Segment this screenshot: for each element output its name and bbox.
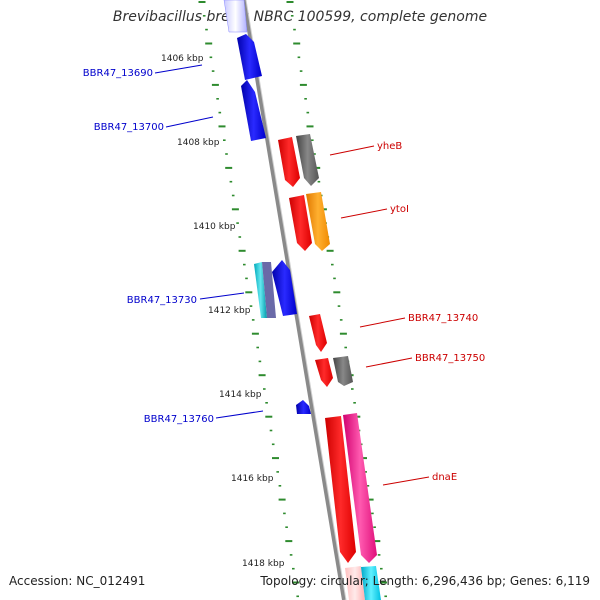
- scale-label: 1406 kbp: [161, 54, 204, 64]
- leader-line: [199, 292, 245, 300]
- gene-arrow[interactable]: [325, 416, 356, 563]
- leader-line: [382, 476, 430, 486]
- scale-ticks-left: [198, 1, 299, 598]
- leader-line: [165, 116, 214, 128]
- gene-label[interactable]: BBR47_13690: [83, 68, 153, 79]
- gene-arrow[interactable]: [296, 134, 319, 186]
- gene-arrow[interactable]: [296, 400, 311, 414]
- scale-label: 1410 kbp: [193, 222, 236, 232]
- leader-line: [215, 410, 264, 419]
- gene-arrow[interactable]: [345, 566, 365, 600]
- gene-arrow[interactable]: [343, 413, 377, 563]
- scale-label: 1412 kbp: [208, 306, 251, 316]
- gene-label[interactable]: BBR47_13730: [127, 295, 197, 306]
- gene-arrow[interactable]: [333, 356, 353, 386]
- gene-arrow[interactable]: [306, 192, 330, 251]
- scale-label: 1418 kbp: [242, 559, 285, 569]
- leader-line: [340, 208, 388, 219]
- topology-label: Topology: circular; Length: 6,296,436 bp…: [260, 574, 590, 588]
- leader-line: [329, 145, 375, 156]
- gene-arrow[interactable]: [315, 358, 333, 387]
- gene-arrow[interactable]: [237, 34, 262, 80]
- gene-label[interactable]: BBR47_13760: [144, 414, 214, 425]
- scale-label: 1408 kbp: [177, 138, 220, 148]
- gene-arrow[interactable]: [262, 262, 276, 318]
- leader-line: [154, 64, 203, 74]
- gene-arrow[interactable]: [309, 314, 327, 352]
- accession-label: Accession: NC_012491: [9, 574, 146, 588]
- leader-line: [359, 317, 406, 328]
- gene-arrow[interactable]: [254, 262, 267, 318]
- gene-arrow[interactable]: [241, 80, 266, 141]
- gene-arrow[interactable]: [289, 195, 312, 251]
- gene-label[interactable]: BBR47_13740: [408, 313, 478, 324]
- gene-label[interactable]: BBR47_13750: [415, 353, 485, 364]
- gene-arrow[interactable]: [278, 137, 300, 187]
- page-title: Brevibacillus brevis NBRC 100599, comple…: [112, 9, 488, 25]
- leader-line: [365, 357, 413, 368]
- gene-label[interactable]: ytoI: [390, 204, 409, 215]
- genome-backbone-highlight: [245, 0, 347, 600]
- scale-label: 1416 kbp: [231, 474, 274, 484]
- gene-arrow[interactable]: [272, 260, 297, 316]
- scale-label: 1414 kbp: [219, 390, 262, 400]
- gene-label[interactable]: BBR47_13700: [94, 122, 164, 133]
- gene-arrow[interactable]: [223, 0, 248, 33]
- gene-label[interactable]: yheB: [377, 141, 402, 152]
- gene-arrow[interactable]: [361, 566, 381, 600]
- gene-label[interactable]: dnaE: [432, 472, 457, 483]
